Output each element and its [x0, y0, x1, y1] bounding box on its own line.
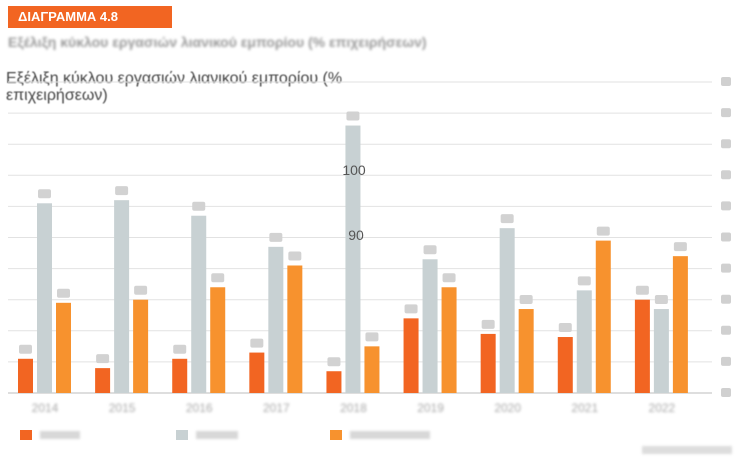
data-label-marker	[673, 242, 687, 252]
x-tick-label: 2019	[417, 401, 444, 415]
data-label-marker	[654, 295, 668, 305]
y-tick-marker	[721, 201, 731, 211]
y-tick-marker	[721, 232, 731, 242]
bar	[518, 309, 534, 393]
y-tick-marker	[721, 170, 731, 180]
bar	[268, 246, 284, 393]
bar	[326, 371, 342, 393]
axis-label-100: 100	[342, 162, 366, 178]
figure-badge: ΔΙΑΓΡΑΜΜΑ 4.8	[8, 6, 172, 28]
legend-swatch-series-1	[20, 430, 32, 440]
bar	[345, 125, 361, 393]
data-label-marker	[577, 276, 591, 286]
y-tick-marker	[721, 139, 731, 149]
bar	[672, 256, 688, 393]
x-tick-label: 2014	[32, 401, 59, 415]
data-label-marker	[134, 285, 148, 295]
data-label-marker	[404, 304, 418, 314]
y-tick-marker	[721, 325, 731, 335]
legend-swatch-series-3	[330, 430, 342, 440]
figure-subtitle: Εξέλιξη κύκλου εργασιών λιανικού εμπορίο…	[8, 34, 427, 50]
data-label-marker	[346, 111, 360, 121]
data-label-marker	[250, 338, 264, 348]
x-tick-label: 2015	[109, 401, 136, 415]
bar	[480, 333, 496, 393]
y-tick-marker	[721, 294, 731, 304]
x-tick-label: 2021	[571, 401, 598, 415]
bar	[114, 200, 130, 393]
axis-label-90: 90	[348, 227, 364, 243]
bar	[249, 352, 265, 393]
data-label-marker	[519, 295, 533, 305]
bar	[133, 299, 149, 393]
chart-title: Εξέλιξη κύκλου εργασιών λιανικού εμπορίο…	[6, 70, 343, 104]
data-label-marker	[38, 189, 51, 199]
data-label-marker	[192, 201, 206, 211]
bar	[653, 309, 669, 393]
bar	[441, 287, 457, 393]
y-tick-marker	[721, 263, 731, 273]
bar	[595, 240, 611, 393]
legend-item-series-2	[176, 428, 238, 442]
data-label-marker	[173, 344, 187, 354]
bar	[499, 228, 515, 393]
bar	[191, 215, 207, 393]
data-label-marker	[269, 232, 283, 242]
bar	[634, 299, 650, 393]
y-tick-marker	[721, 108, 731, 118]
data-label-marker	[288, 251, 302, 261]
bar	[364, 346, 380, 393]
data-label-marker	[19, 344, 32, 354]
data-label-marker	[115, 186, 129, 196]
bar	[422, 259, 438, 393]
x-tick-label: 2022	[649, 401, 676, 415]
data-label-marker	[365, 332, 379, 342]
source-note	[642, 446, 732, 457]
data-label-marker	[96, 354, 110, 364]
bar	[576, 290, 592, 393]
bar	[172, 358, 188, 393]
bar	[403, 318, 419, 393]
data-label-marker	[211, 273, 225, 283]
legend-item-series-3	[330, 428, 430, 442]
bar	[557, 337, 573, 393]
bar	[287, 265, 303, 393]
bar	[210, 287, 226, 393]
data-label-marker	[500, 214, 514, 224]
data-label-marker	[596, 226, 610, 236]
x-tick-label: 2016	[186, 401, 213, 415]
legend-swatch-series-2	[176, 430, 188, 440]
data-label-marker	[481, 319, 495, 329]
x-tick-label: 2018	[340, 401, 367, 415]
data-label-marker	[635, 285, 649, 295]
y-tick-marker	[721, 77, 731, 86]
data-label-marker	[442, 273, 456, 283]
y-tick-marker	[721, 388, 731, 397]
data-label-marker	[558, 323, 572, 333]
x-tick-label: 2020	[494, 401, 521, 415]
bar	[95, 368, 111, 393]
legend-item-series-1	[20, 428, 80, 442]
data-label-marker	[327, 357, 341, 367]
x-tick-label: 2017	[263, 401, 290, 415]
data-label-marker	[57, 288, 70, 298]
bar	[18, 358, 33, 393]
y-tick-marker	[721, 356, 731, 366]
bar	[56, 302, 71, 393]
bar	[37, 203, 52, 393]
data-label-marker	[423, 245, 437, 255]
